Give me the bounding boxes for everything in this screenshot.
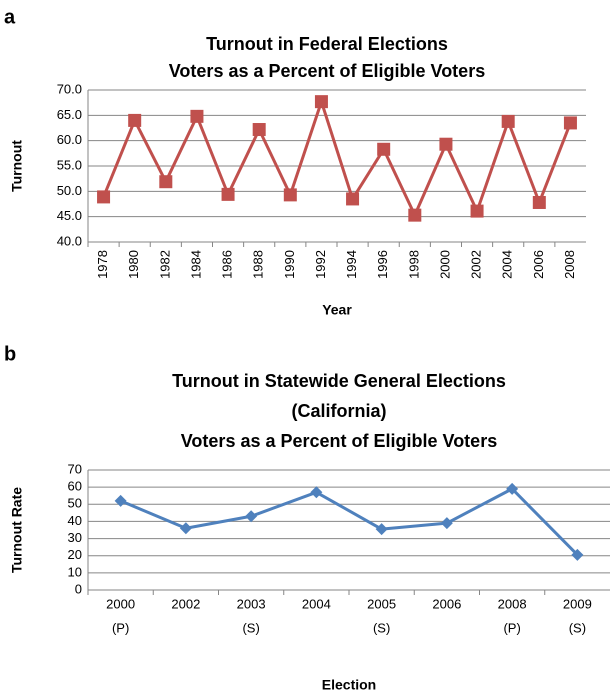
x-tick-label: 2002 [469,250,484,279]
marker [346,192,360,206]
x-tick-label: (S) [242,620,259,635]
y-tick-label: 10 [68,564,82,579]
x-tick-label: 1996 [375,250,390,279]
marker [245,510,258,523]
marker [114,494,127,507]
y-tick-label: 70 [68,461,82,476]
y-tick-label: 70.0 [57,81,82,96]
x-tick-label: 2008 [498,596,527,611]
y-axis-title: Turnout Rate [9,487,25,573]
marker [179,522,192,535]
marker [532,195,546,209]
marker [252,123,266,137]
x-tick-label: (P) [112,620,129,635]
marker [283,188,297,202]
x-tick-label: 2005 [367,596,396,611]
x-axis-title: Year [322,302,352,318]
panel-label: b [4,343,16,365]
x-tick-label: (S) [569,620,586,635]
marker [501,114,515,128]
chart-title: Voters as a Percent of Eligible Voters [181,431,497,451]
x-tick-label: 2000 [437,250,452,279]
marker [440,517,453,530]
x-tick-label: 2000 [106,596,135,611]
y-tick-label: 60 [68,479,82,494]
marker [377,142,391,156]
chart-title: Voters as a Percent of Eligible Voters [169,61,485,81]
x-tick-label: 2006 [531,250,546,279]
y-tick-label: 45.0 [57,208,82,223]
x-tick-label: 2004 [500,250,515,279]
x-tick-label: 2002 [171,596,200,611]
marker [563,116,577,130]
marker [506,482,519,495]
x-tick-label: 2006 [432,596,461,611]
marker [470,204,484,218]
x-tick-label: 2003 [237,596,266,611]
y-tick-label: 40 [68,513,82,528]
y-axis-title: Turnout [9,140,25,192]
x-tick-label: (P) [503,620,520,635]
y-tick-label: 55.0 [57,157,82,172]
marker [375,523,388,536]
x-tick-label: 1994 [344,250,359,279]
x-tick-label: 2009 [563,596,592,611]
y-tick-label: 20 [68,547,82,562]
x-tick-label: 1984 [188,250,203,279]
marker [221,187,235,201]
x-tick-label: 1980 [126,250,141,279]
x-tick-label: 1986 [220,250,235,279]
y-tick-label: 50 [68,496,82,511]
marker [571,548,584,561]
marker [314,95,328,109]
y-tick-label: 60.0 [57,132,82,147]
x-tick-label: (S) [373,620,390,635]
y-tick-label: 0 [75,581,82,596]
y-tick-label: 30 [68,530,82,545]
marker [128,113,142,127]
x-tick-label: 1990 [282,250,297,279]
x-tick-label: 2008 [562,250,577,279]
x-tick-label: 1982 [157,250,172,279]
chart-title: Turnout in Federal Elections [206,34,448,54]
line [102,100,572,217]
x-tick-label: 1978 [95,250,110,279]
x-tick-label: 1988 [251,250,266,279]
y-tick-label: 40.0 [57,233,82,248]
marker [190,109,204,123]
x-tick-label: 1992 [313,250,328,279]
marker [310,486,323,499]
y-tick-label: 50.0 [57,183,82,198]
chart-title: Turnout in Statewide General Elections [172,371,506,391]
panel-label: a [4,6,16,28]
x-axis-title: Election [322,677,376,693]
chart-title: (California) [291,401,386,421]
y-tick-label: 65.0 [57,107,82,122]
marker [408,208,422,222]
marker [97,190,111,204]
marker [439,137,453,151]
x-tick-label: 1998 [406,250,421,279]
marker [159,175,173,189]
line [120,487,579,556]
x-tick-label: 2004 [302,596,331,611]
